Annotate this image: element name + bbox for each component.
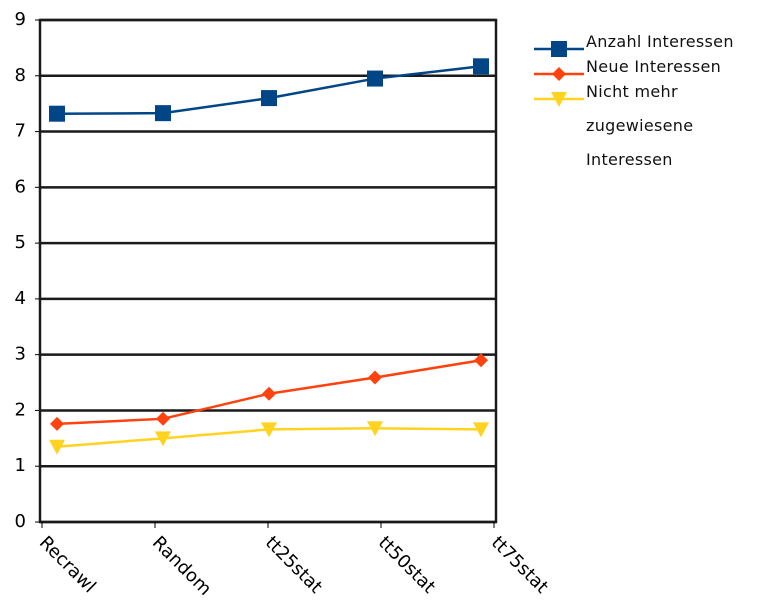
data-point [262, 386, 276, 401]
x-tick-label: Recrawl [35, 532, 100, 597]
y-tick-label: 7 [15, 121, 26, 142]
legend-label: Nicht mehr zugewiesene Interessen [586, 82, 694, 169]
data-point [261, 422, 277, 438]
legend-marker [551, 41, 567, 57]
y-tick-label: 0 [15, 511, 26, 532]
data-point [474, 353, 488, 368]
legend-label: Anzahl Interessen [586, 32, 734, 51]
y-tick-label: 6 [15, 176, 26, 197]
legend-entry: Nicht mehr zugewiesene Interessen [532, 82, 762, 177]
x-tick-label: Random [148, 532, 216, 600]
legend-marker [551, 92, 567, 107]
y-tick-label: 5 [15, 232, 26, 253]
x-tick-label: tt25stat [261, 532, 326, 597]
legend-symbol [534, 67, 584, 81]
y-tick-label: 4 [15, 288, 26, 309]
legend-symbol [534, 92, 584, 107]
data-point [367, 70, 383, 87]
legend-entry: Neue Interessen [532, 57, 762, 84]
data-point [49, 439, 65, 455]
data-point [473, 422, 489, 438]
data-point [261, 90, 277, 107]
x-tick-label: tt75stat [487, 532, 552, 597]
data-point [155, 105, 171, 122]
y-tick-label: 8 [15, 65, 26, 86]
data-point [367, 421, 383, 437]
y-tick-label: 9 [15, 9, 26, 30]
y-tick-label: 2 [15, 399, 26, 420]
legend-symbol [534, 41, 584, 57]
legend-marker [552, 67, 566, 81]
y-tick-label: 3 [15, 344, 26, 365]
legend-entry: Anzahl Interessen [532, 32, 762, 59]
legend-label: Neue Interessen [586, 57, 722, 76]
data-point [368, 370, 382, 385]
legend: Anzahl Interessen Neue Interessen Nicht me… [532, 32, 762, 177]
data-point [156, 411, 170, 426]
data-point [155, 431, 171, 447]
x-tick-label: tt50stat [374, 532, 439, 597]
data-point [50, 416, 64, 431]
series-line [56, 65, 482, 115]
y-tick-label: 1 [15, 455, 26, 476]
data-point [49, 105, 65, 122]
data-point [473, 58, 489, 75]
